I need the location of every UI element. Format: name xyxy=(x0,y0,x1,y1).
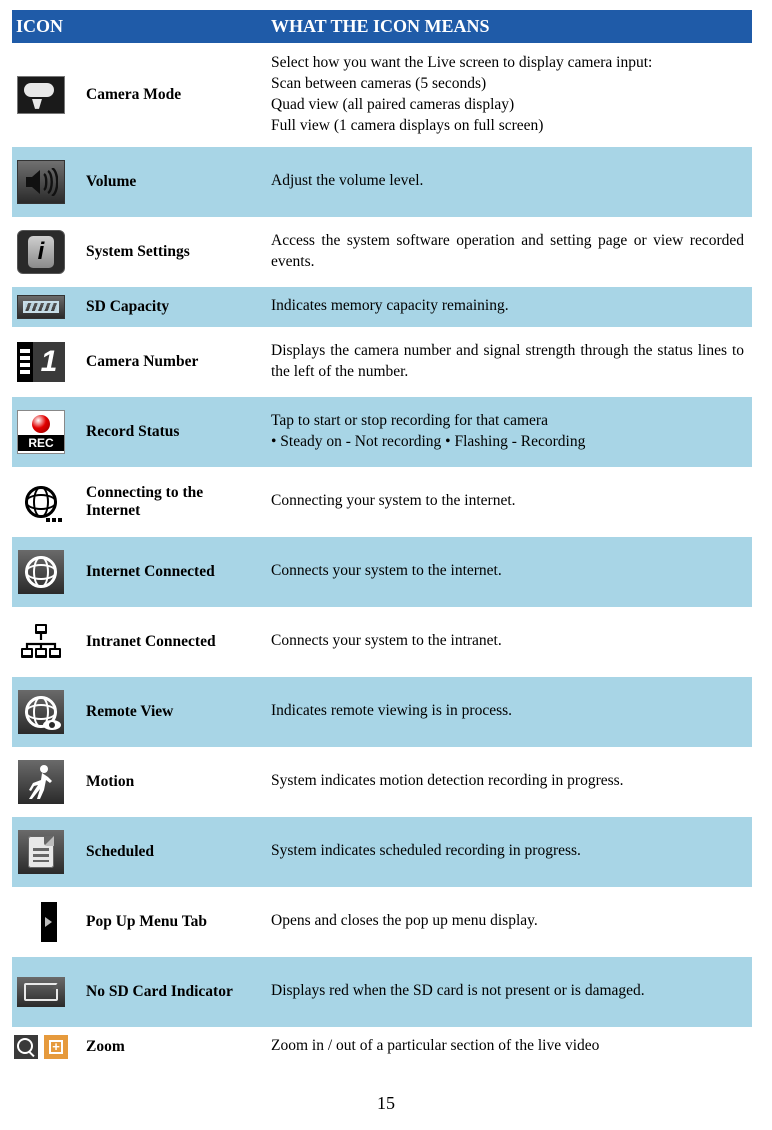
row-name: System Settings xyxy=(82,217,267,287)
row-name: Intranet Connected xyxy=(82,607,267,677)
row-desc: Connecting your system to the internet. xyxy=(267,467,752,537)
table-row: Camera Mode Select how you want the Live… xyxy=(12,43,752,147)
table-row: Pop Up Menu Tab Opens and closes the pop… xyxy=(12,887,752,957)
table-row: Record Status Tap to start or stop recor… xyxy=(12,397,752,467)
row-desc: Tap to start or stop recording for that … xyxy=(267,397,752,467)
row-desc: System indicates motion detection record… xyxy=(267,747,752,817)
row-desc: Zoom in / out of a particular section of… xyxy=(267,1027,752,1067)
sd-capacity-icon xyxy=(17,295,65,319)
table-row: i System Settings Access the system soft… xyxy=(12,217,752,287)
camera-number-icon: 1 xyxy=(17,342,65,382)
no-sd-card-icon xyxy=(17,977,65,1007)
intranet-connected-icon xyxy=(17,621,65,663)
row-name: Remote View xyxy=(82,677,267,747)
icon-reference-table: ICON WHAT THE ICON MEANS Camera Mode Sel… xyxy=(12,10,752,1067)
table-row: Intranet Connected Connects your system … xyxy=(12,607,752,677)
row-desc: Select how you want the Live screen to d… xyxy=(267,43,752,147)
table-row: 1 Camera Number Displays the camera numb… xyxy=(12,327,752,397)
row-desc: Displays the camera number and signal st… xyxy=(267,327,752,397)
internet-connected-icon xyxy=(18,550,64,594)
page-number: 15 xyxy=(0,1067,772,1130)
motion-icon xyxy=(18,760,64,804)
row-name: Scheduled xyxy=(82,817,267,887)
row-desc: Indicates remote viewing is in process. xyxy=(267,677,752,747)
row-name: Record Status xyxy=(82,397,267,467)
zoom-icon xyxy=(14,1035,68,1059)
row-name: Zoom xyxy=(82,1027,267,1067)
row-desc: Connects your system to the internet. xyxy=(267,537,752,607)
table-row: Scheduled System indicates scheduled rec… xyxy=(12,817,752,887)
camera-mode-icon xyxy=(17,76,65,114)
remote-view-icon xyxy=(18,690,64,734)
table-row: Zoom Zoom in / out of a particular secti… xyxy=(12,1027,752,1067)
table-row: SD Capacity Indicates memory capacity re… xyxy=(12,287,752,327)
volume-icon xyxy=(17,160,65,204)
popup-menu-tab-icon xyxy=(41,902,57,942)
table-row: No SD Card Indicator Displays red when t… xyxy=(12,957,752,1027)
row-desc: Displays red when the SD card is not pre… xyxy=(267,957,752,1027)
table-row: Volume Adjust the volume level. xyxy=(12,147,752,217)
row-name: Pop Up Menu Tab xyxy=(82,887,267,957)
table-row: Motion System indicates motion detection… xyxy=(12,747,752,817)
row-name: Internet Connected xyxy=(82,537,267,607)
header-meaning: WHAT THE ICON MEANS xyxy=(267,10,752,43)
row-name: Connecting to the Internet xyxy=(82,467,267,537)
header-icon: ICON xyxy=(12,10,82,43)
row-name: Motion xyxy=(82,747,267,817)
row-desc: Adjust the volume level. xyxy=(267,147,752,217)
row-desc: Connects your system to the intranet. xyxy=(267,607,752,677)
row-name: Volume xyxy=(82,147,267,217)
row-name: No SD Card Indicator xyxy=(82,957,267,1027)
row-desc: System indicates scheduled recording in … xyxy=(267,817,752,887)
header-name-spacer xyxy=(82,10,267,43)
row-name: SD Capacity xyxy=(82,287,267,327)
table-row: Connecting to the Internet Connecting yo… xyxy=(12,467,752,537)
row-name: Camera Mode xyxy=(82,43,267,147)
record-status-icon xyxy=(17,410,65,454)
table-header-row: ICON WHAT THE ICON MEANS xyxy=(12,10,752,43)
row-desc: Opens and closes the pop up menu display… xyxy=(267,887,752,957)
scheduled-icon xyxy=(18,830,64,874)
system-settings-icon: i xyxy=(17,230,65,274)
row-desc: Indicates memory capacity remaining. xyxy=(267,287,752,327)
table-row: Remote View Indicates remote viewing is … xyxy=(12,677,752,747)
table-row: Internet Connected Connects your system … xyxy=(12,537,752,607)
row-desc: Access the system software operation and… xyxy=(267,217,752,287)
row-name: Camera Number xyxy=(82,327,267,397)
connecting-internet-icon xyxy=(18,480,64,524)
